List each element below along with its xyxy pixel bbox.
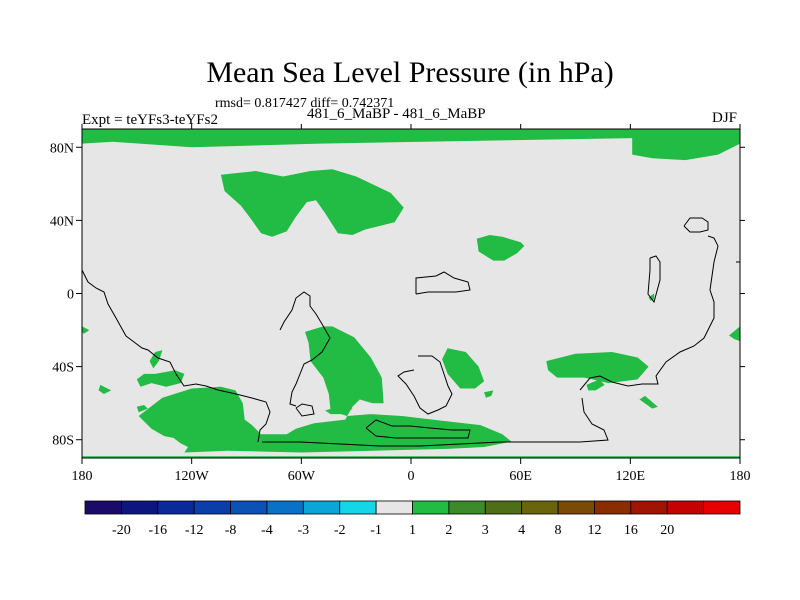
anomaly-region-17: [325, 406, 353, 415]
coastline-ross: [365, 419, 471, 439]
anomaly-region-8: [136, 370, 185, 387]
anomaly-region-7: [149, 350, 163, 369]
anomaly-region-12: [729, 326, 740, 341]
coastline-south-america: [279, 291, 331, 407]
colorbar-label: -12: [185, 523, 204, 538]
colorbar-label: 16: [624, 523, 638, 538]
colorbar-label: -2: [334, 523, 346, 538]
colorbar: -20 -16 -12 -8 -4 -3 -2 -1 1 2 3 4 8 12 16 20: [84, 500, 741, 538]
anomaly-region-13: [648, 293, 655, 301]
coastline-africa-south: [397, 355, 453, 415]
experiment-label: Expt = teYFs3-teYFs2: [82, 112, 218, 128]
map-regions: [82, 129, 740, 458]
colorbar-label: -3: [297, 523, 309, 538]
colorbar-box-13: [557, 500, 595, 515]
colorbar-box-4: [230, 500, 268, 515]
map-axes: 180 120W 60W 0 60E 120E 180 80N 40N 0 40S 80S: [50, 124, 751, 484]
x-tick-label: 120E: [616, 469, 646, 484]
colorbar-label: -8: [225, 523, 237, 538]
anomaly-region-9: [136, 405, 148, 413]
coastline-australia: [579, 235, 719, 391]
coastline-americas: [82, 269, 271, 443]
y-tick-label: 80N: [50, 141, 74, 156]
subtitle-label: 481_6_MaBP - 481_6_MaBP: [307, 106, 486, 122]
colorbar-box-17: [703, 500, 741, 515]
anomaly-region-3: [138, 326, 512, 453]
coastline-asia: [683, 217, 709, 233]
colorbar-box-11: [484, 500, 523, 515]
colorbar-box-7: [339, 500, 377, 515]
coastline-pacific-islands: [647, 255, 661, 304]
x-tick-label: 180: [730, 469, 751, 484]
anomaly-region-11: [82, 326, 90, 334]
colorbar-box-0: [84, 500, 122, 515]
anomaly-region-14: [586, 379, 605, 391]
colorbar-label: 3: [482, 523, 489, 538]
colorbar-label: 1: [409, 523, 416, 538]
x-tick-label: 0: [408, 469, 415, 484]
colorbar-box-15: [630, 500, 668, 515]
colorbar-box-14: [594, 500, 632, 515]
colorbar-label: -1: [370, 523, 382, 538]
anomaly-region-16: [639, 395, 658, 409]
colorbar-box-8: [375, 500, 413, 515]
colorbar-label: -20: [112, 523, 131, 538]
colorbar-box-10: [448, 500, 486, 515]
y-tick-label: 40N: [50, 214, 74, 229]
anomaly-region-4: [442, 348, 485, 389]
x-tick-label: 120W: [175, 469, 210, 484]
colorbar-box-3: [193, 500, 231, 515]
coastline-outlines: [82, 217, 740, 447]
colorbar-box-5: [266, 500, 304, 515]
chart-title: Mean Sea Level Pressure (in hPa): [206, 56, 614, 89]
colorbar-label: 4: [518, 523, 525, 538]
coastline-antarctica: [262, 397, 609, 447]
colorbar-box-2: [157, 500, 195, 515]
colorbar-label: 8: [555, 523, 562, 538]
anomaly-region-1: [220, 169, 404, 237]
colorbar-box-16: [666, 500, 705, 515]
stats-label: rmsd= 0.817427 diff= 0.742371: [215, 96, 395, 111]
colorbar-label: 12: [587, 523, 601, 538]
season-label: DJF: [712, 110, 738, 126]
x-tick-label: 60E: [509, 469, 532, 484]
colorbar-label: -16: [148, 523, 167, 538]
anomaly-region-5: [546, 352, 649, 384]
anomaly-region-10: [98, 384, 112, 394]
anomaly-region-0: [82, 129, 740, 161]
x-tick-label: 60W: [288, 469, 316, 484]
colorbar-box-6: [302, 500, 341, 515]
colorbar-box-12: [521, 500, 559, 515]
colorbar-box-9: [412, 500, 450, 515]
anomaly-region-2: [476, 235, 525, 261]
coastline-africa: [415, 271, 471, 295]
x-tick-label: 180: [72, 469, 93, 484]
y-tick-label: 80S: [52, 434, 74, 449]
anomaly-region-15: [484, 390, 494, 398]
colorbar-label: 2: [445, 523, 452, 538]
colorbar-box-1: [120, 500, 159, 515]
y-tick-label: 40S: [52, 361, 74, 376]
y-tick-label: 0: [67, 288, 74, 303]
colorbar-label: -4: [261, 523, 273, 538]
coastline-weddell: [295, 403, 315, 417]
colorbar-label: 20: [660, 523, 674, 538]
coastline-east-pacific: [736, 261, 740, 270]
